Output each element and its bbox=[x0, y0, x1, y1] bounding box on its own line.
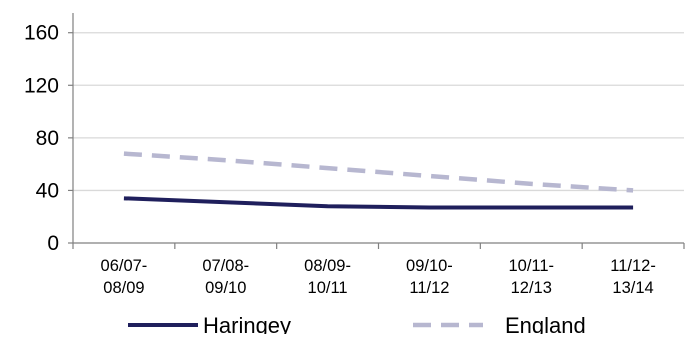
tick-labels: 0 40 80 120 160 06/07-08/09 07/08-09/10 08/09-1… bbox=[24, 22, 656, 297]
series-line-england bbox=[124, 154, 633, 191]
y-tick-label: 40 bbox=[36, 179, 59, 202]
legend: Haringey England bbox=[128, 313, 586, 334]
x-tick-label: 11/12-13/14 bbox=[610, 257, 656, 297]
y-tick-label: 160 bbox=[24, 22, 59, 45]
series-line-haringey bbox=[124, 198, 633, 207]
x-tick-label: 08/09-10/11 bbox=[304, 257, 351, 297]
x-tick-label: 06/07-08/09 bbox=[101, 257, 148, 297]
y-tick-label: 0 bbox=[47, 232, 59, 255]
legend-label-haringey: Haringey bbox=[203, 313, 291, 334]
x-tick-label: 10/11-12/13 bbox=[508, 257, 554, 297]
legend-label-england: England bbox=[505, 313, 586, 334]
y-tick-label: 120 bbox=[24, 74, 59, 97]
gridlines bbox=[73, 33, 684, 191]
x-tick-label: 09/10-11/12 bbox=[406, 257, 453, 297]
axes bbox=[68, 13, 684, 249]
x-tick-label: 07/08-09/10 bbox=[202, 257, 249, 297]
series-lines bbox=[124, 154, 633, 208]
y-tick-label: 80 bbox=[36, 127, 59, 150]
